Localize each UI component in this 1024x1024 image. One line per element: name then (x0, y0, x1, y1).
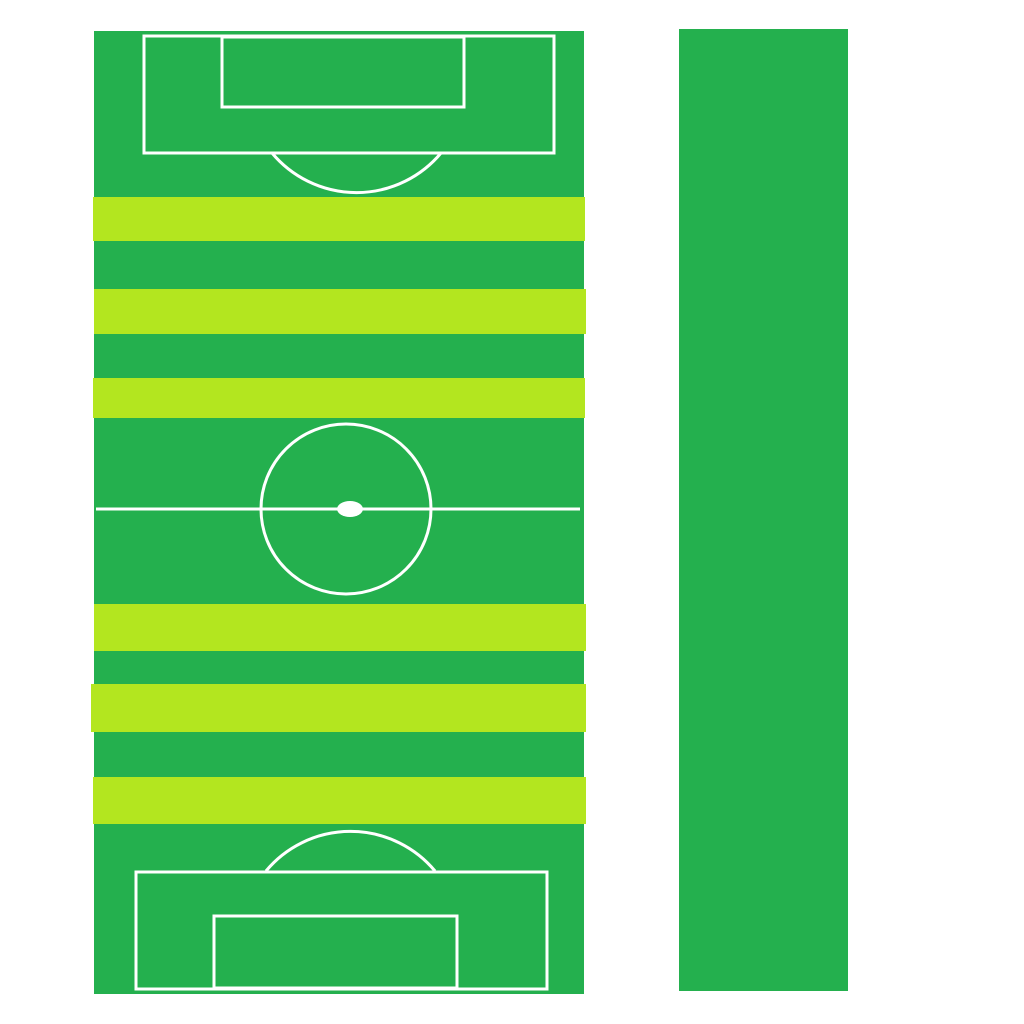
bottom-goal-box (212, 914, 459, 990)
pitch-stripe (93, 777, 586, 824)
top-penalty-arc (270, 152, 443, 194)
pitch-stripe (93, 378, 585, 418)
pitch-stripe (91, 684, 586, 732)
pitch-markings (96, 34, 580, 991)
pitch-stripe (94, 289, 586, 334)
center-circle (259, 422, 433, 596)
side-panel[interactable] (679, 29, 848, 991)
pitch-stripes (91, 197, 586, 824)
bottom-penalty-arc (264, 830, 437, 872)
pitch-stripe (93, 197, 585, 241)
top-goal-box (220, 35, 466, 109)
center-spot (337, 501, 363, 517)
pitch-stripe (94, 604, 586, 651)
